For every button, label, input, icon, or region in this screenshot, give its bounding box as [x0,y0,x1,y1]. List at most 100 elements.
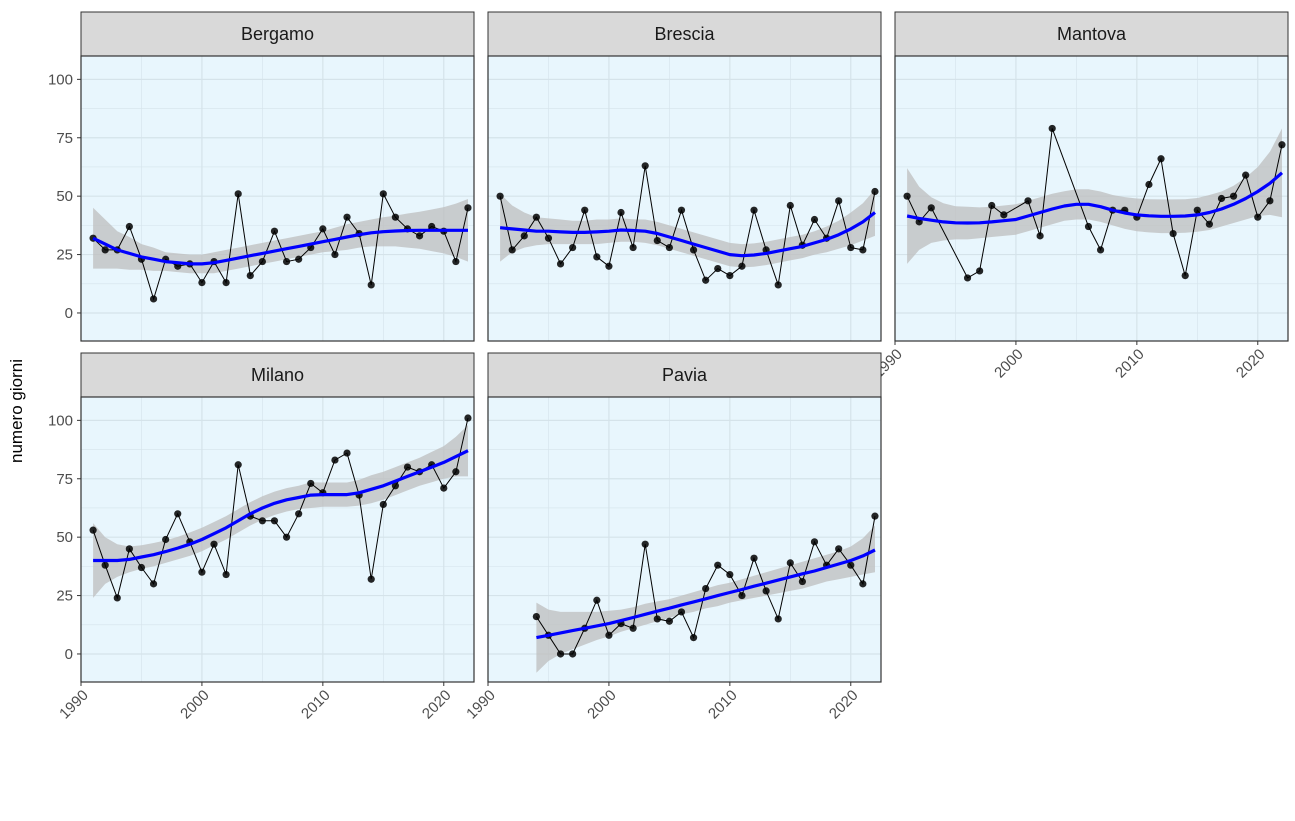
data-point [617,208,625,217]
trend-line [92,228,468,266]
data-point [137,563,146,572]
data-point [641,540,649,548]
data-point [246,271,254,280]
data-point [988,201,996,210]
x-tick-label: 1990 [463,687,499,723]
panel-title: Mantova [1057,24,1127,44]
x-tick-label: 2020 [419,687,455,723]
data-point [295,510,303,518]
data-point [1254,213,1262,221]
data-point [343,213,351,221]
data-point [464,414,472,422]
data-point [403,463,412,471]
data-point [593,253,601,261]
data-point [810,215,819,224]
panel-background [81,397,474,682]
data-point [1181,271,1189,280]
y-tick-label: 75 [56,471,73,488]
data-point [1024,197,1032,205]
data-point [871,512,879,520]
confidence-band [500,189,875,268]
data-point [641,162,649,170]
data-point [174,510,182,518]
data-point [149,295,158,303]
confidence-band [907,128,1282,264]
data-point [270,517,279,525]
data-point [847,243,855,252]
data-point [859,246,867,254]
data-point [319,225,327,233]
data-point [1096,246,1105,254]
data-point [1205,220,1213,228]
data-point [101,561,109,569]
x-tick-label: 2020 [826,687,862,723]
data-point [786,201,794,210]
data-point [702,276,710,284]
data-point [113,594,121,602]
x-tick-label: 2010 [298,687,334,723]
data-point [677,206,686,214]
data-point [786,559,794,567]
data-point [653,615,661,623]
data-point [428,222,436,231]
data-point [282,257,291,266]
panel-border [487,55,882,342]
trend-line [536,548,876,640]
y-tick-label: 75 [56,130,73,147]
data-point [871,187,879,196]
y-tick-label: 0 [65,305,73,322]
data-point [367,281,375,289]
data-point [89,526,97,534]
data-point [508,246,516,254]
data-point [452,468,460,476]
data-point [714,561,722,569]
data-point [653,236,661,245]
data-point [689,634,698,642]
y-tick-label: 100 [48,412,73,429]
data-point [162,535,170,544]
data-point [847,561,855,569]
data-point [258,257,266,266]
data-point [1145,180,1153,189]
data-point [1036,232,1044,240]
panel-border [80,55,475,342]
data-point [556,260,565,268]
data-point [581,206,589,214]
data-point [605,631,613,639]
x-tick-label: 2010 [705,687,741,723]
x-tick-label: 2000 [177,687,213,723]
data-point [331,456,339,464]
data-point [665,243,673,252]
data-point [125,545,133,553]
data-point [726,570,734,579]
panel-background [488,56,881,341]
y-tick-label: 50 [56,529,73,546]
y-tick-label: 50 [56,188,73,205]
data-point [903,192,911,200]
panel-brescia: Brescia [487,11,882,342]
data-point [1242,171,1250,179]
data-point [1000,211,1008,219]
data-point [689,246,698,254]
data-point [149,580,158,588]
data-point [629,624,637,632]
data-point [762,587,770,595]
data-point [391,482,399,490]
data-point [1229,192,1238,200]
data-point [1048,124,1056,133]
data-point [963,274,972,282]
panel-strip [487,11,882,57]
data-point [125,222,133,231]
data-point [1193,206,1201,214]
data-point [1169,229,1177,238]
data-point [282,533,291,541]
panel-title: Bergamo [241,24,314,44]
data-point [774,281,782,289]
panel-bergamo: Bergamo 0 25 50 75 100 [48,11,475,342]
panel-background [81,56,474,341]
data-point [532,213,540,221]
panel-border [80,396,475,683]
panel-strip [894,11,1289,57]
